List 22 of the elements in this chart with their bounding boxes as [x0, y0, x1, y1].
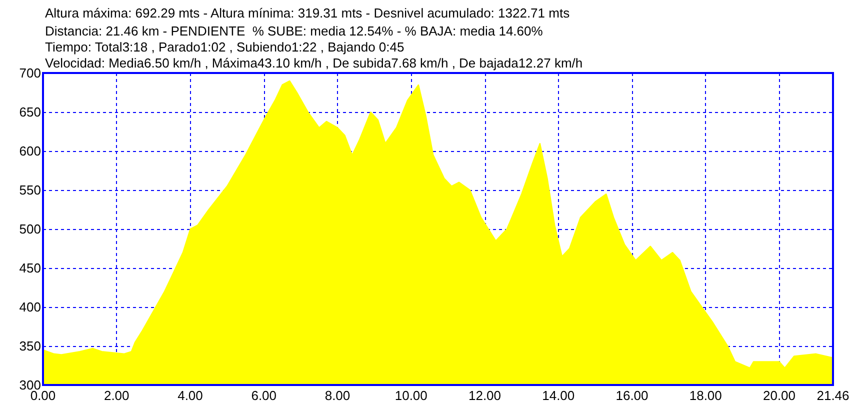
x-tick-label: 8.00 [324, 388, 350, 403]
y-tick-label: 550 [19, 182, 41, 198]
x-tick-label: 20.00 [762, 388, 796, 403]
y-tick-label: 350 [19, 338, 41, 354]
y-tick-label: 400 [19, 300, 41, 314]
x-tick-label: 6.00 [251, 388, 277, 403]
y-tick-label: 300 [19, 378, 41, 392]
chart-title: Altura máxima: 692.29 mts - Altura mínima: 319.31 mts - Desnivel acumulado: 1322.71 mts [45, 6, 570, 20]
x-tick-label: 2.00 [104, 388, 130, 403]
y-tick-label: 650 [19, 104, 41, 120]
y-tick-label: 450 [19, 260, 41, 276]
y-tick-label: 600 [19, 144, 41, 158]
x-tick-label: 10.00 [394, 388, 428, 403]
y-tick-label: 700 [19, 66, 41, 80]
x-tick-label: 18.00 [689, 388, 722, 403]
chart-subtitle: Distancia: 21.46 km - PENDIENTE % SUBE: media 12.54% - % BAJA: media 14.60% Tiempo: Total3:18 , Parado1:02 , Subiendo1:22 , Bajando 0:45 Velocidad: Media6.50 km/h , Máxima43.10 km/h , De subida7.68 km/h , De bajada12.27 km/h [45, 24, 583, 70]
x-tick-label: 14.00 [542, 388, 575, 403]
x-tick-label: 12.00 [468, 388, 502, 403]
x-tick-label: 4.00 [178, 388, 203, 403]
x-tick-label: 21.46 [816, 388, 850, 403]
x-tick-label: 16.00 [616, 388, 648, 403]
y-tick-label: 500 [19, 222, 41, 236]
